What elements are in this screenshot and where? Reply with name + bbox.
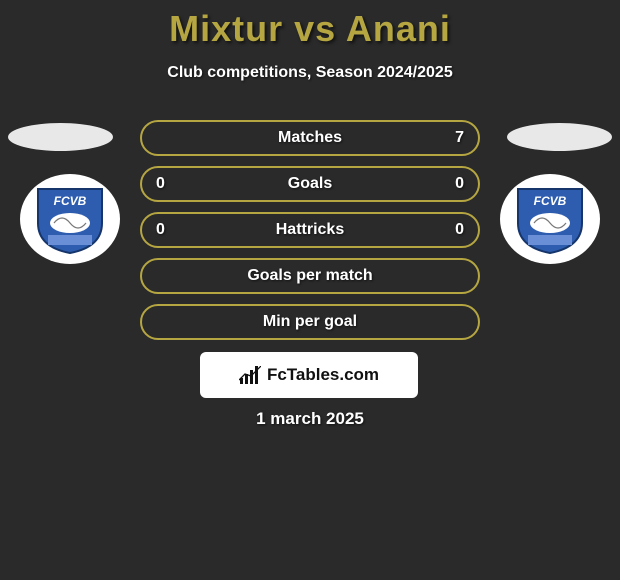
stat-row-goals: 0 Goals 0 — [140, 166, 480, 202]
club-badge-right: FCVB — [500, 174, 600, 264]
player-ellipse-right — [507, 123, 612, 151]
brand-badge: FcTables.com — [200, 352, 418, 398]
club-badge-left: FCVB — [20, 174, 120, 264]
stat-row-hattricks: 0 Hattricks 0 — [140, 212, 480, 248]
stat-label: Matches — [212, 129, 408, 147]
stat-left-value: 0 — [142, 175, 212, 193]
stats-panel: Matches 7 0 Goals 0 0 Hattricks 0 Goals … — [140, 120, 480, 350]
bar-chart-icon — [239, 366, 261, 384]
stat-row-goals-per-match: Goals per match — [140, 258, 480, 294]
brand-text: FcTables.com — [267, 365, 379, 385]
player-ellipse-left — [8, 123, 113, 151]
svg-text:FCVB: FCVB — [534, 194, 567, 208]
club-shield-icon: FCVB — [514, 183, 586, 255]
svg-text:FCVB: FCVB — [54, 194, 87, 208]
stat-right-value: 0 — [408, 221, 478, 239]
stat-right-value: 7 — [408, 129, 478, 147]
footer-date: 1 march 2025 — [0, 409, 620, 429]
stat-left-value: 0 — [142, 221, 212, 239]
stat-label: Goals — [212, 175, 408, 193]
page-title: Mixtur vs Anani — [0, 0, 620, 50]
stat-label: Hattricks — [212, 221, 408, 239]
stat-row-min-per-goal: Min per goal — [140, 304, 480, 340]
stat-right-value: 0 — [408, 175, 478, 193]
club-shield-icon: FCVB — [34, 183, 106, 255]
stat-label: Goals per match — [212, 267, 408, 285]
stat-label: Min per goal — [212, 313, 408, 331]
page-subtitle: Club competitions, Season 2024/2025 — [0, 64, 620, 82]
stat-row-matches: Matches 7 — [140, 120, 480, 156]
